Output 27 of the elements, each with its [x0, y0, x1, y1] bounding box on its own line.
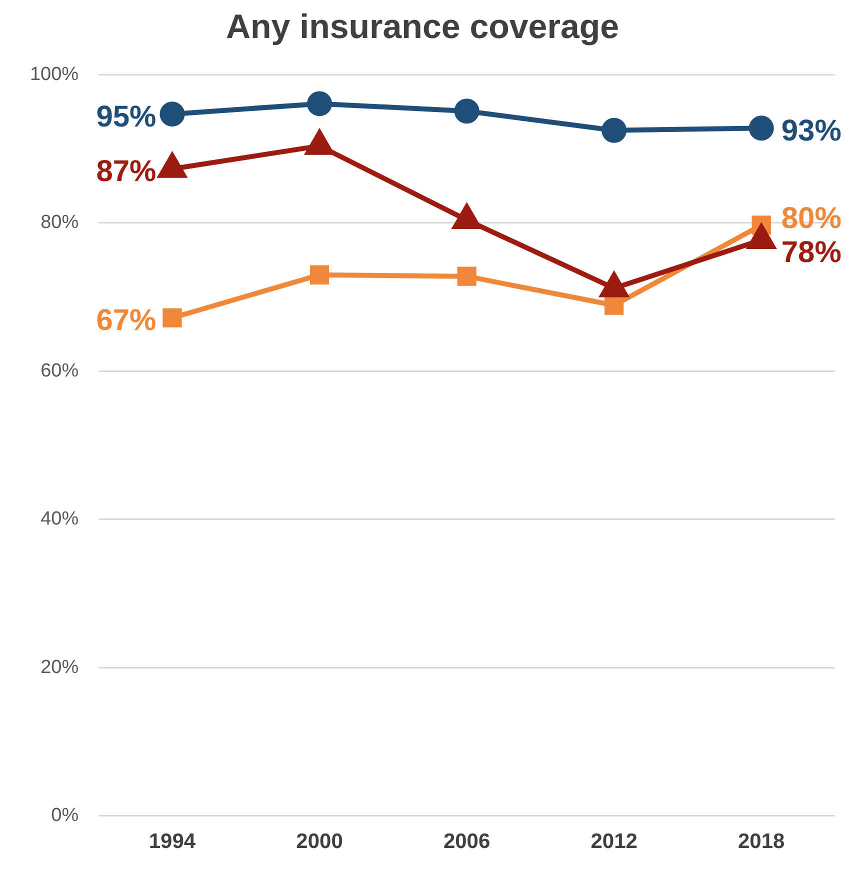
point — [457, 266, 476, 286]
point — [310, 265, 330, 284]
x-tick-label: 1994 — [148, 830, 196, 854]
y-tick-label: 60% — [40, 360, 79, 382]
point — [454, 98, 480, 124]
x-tick-label: 2018 — [738, 830, 786, 854]
y-tick-label: 40% — [40, 508, 79, 530]
data-label: 87% — [96, 155, 156, 188]
y-tick-label: 100% — [30, 64, 79, 86]
data-label: 80% — [781, 202, 842, 235]
point — [307, 91, 332, 116]
data-label: 78% — [781, 236, 842, 269]
point — [602, 118, 627, 143]
data-label: 67% — [96, 304, 156, 338]
y-tick-label: 0% — [51, 805, 79, 826]
data-label: 95% — [96, 100, 156, 134]
point — [162, 308, 182, 328]
data-label: 93% — [781, 114, 842, 148]
y-tick-label: 80% — [40, 212, 79, 234]
point — [160, 102, 185, 127]
y-tick-label: 20% — [40, 656, 79, 678]
point — [748, 116, 774, 141]
x-tick-label: 2000 — [296, 830, 343, 854]
point — [604, 296, 624, 315]
x-tick-label: 2006 — [443, 830, 490, 854]
x-tick-label: 2012 — [590, 830, 638, 854]
chart-title: Any insurance coverage — [226, 8, 620, 46]
